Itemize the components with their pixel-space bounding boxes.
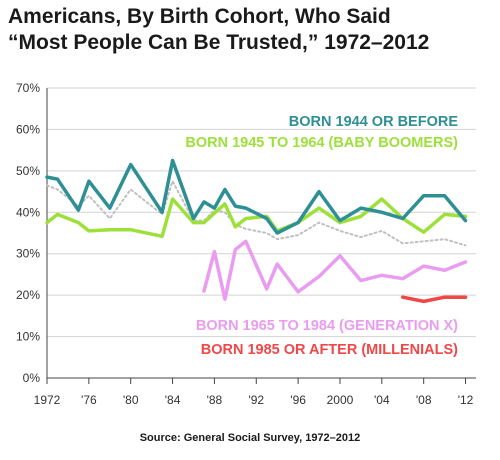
series-label: BORN 1965 TO 1984 (GENERATION X)	[196, 318, 458, 334]
x-tick-label: 1972	[34, 393, 61, 407]
x-tick-label: 2000	[327, 393, 354, 407]
x-tick-label: '80	[123, 393, 139, 407]
y-tick-label: 0%	[23, 371, 41, 385]
x-tick-label: '04	[374, 393, 390, 407]
x-tick-label: '08	[416, 393, 432, 407]
x-tick-label: '84	[165, 393, 181, 407]
series-label: BORN 1944 OR BEFORE	[289, 114, 459, 130]
line-chart: 0% 10% 20% 30% 40% 50% 60% 70% 1972 '76 '80 '84 '88 '…	[16, 81, 476, 407]
x-tick-label: '12	[458, 393, 474, 407]
series-label: BORN 1945 TO 1964 (BABY BOOMERS)	[185, 135, 458, 151]
y-tick-label: 50%	[16, 164, 40, 178]
x-tick-label: '96	[290, 393, 306, 407]
y-tick-label: 30%	[16, 247, 40, 261]
y-tick-label: 70%	[16, 81, 40, 95]
chart-title-line-1: Americans, By Birth Cohort, Who Said	[8, 5, 391, 28]
series-line	[401, 295, 468, 304]
series-label: BORN 1985 OR AFTER (MILLENIALS)	[201, 342, 458, 358]
y-tick-label: 40%	[16, 205, 40, 219]
x-tick-label: '88	[207, 393, 223, 407]
chart-title: Americans, By Birth Cohort, Who Said “Mo…	[8, 4, 492, 56]
y-tick-label: 60%	[16, 122, 40, 136]
x-tick-label: '92	[248, 393, 264, 407]
chart-title-line-2: “Most People Can Be Trusted,” 1972–2012	[8, 31, 430, 54]
y-tick-label: 10%	[16, 330, 40, 344]
source-note: Source: General Social Survey, 1972–2012	[139, 432, 361, 444]
series-line	[202, 239, 468, 302]
series-line	[45, 158, 468, 235]
x-tick-label: '76	[81, 393, 97, 407]
series-line	[45, 197, 468, 239]
y-tick-label: 20%	[16, 288, 40, 302]
